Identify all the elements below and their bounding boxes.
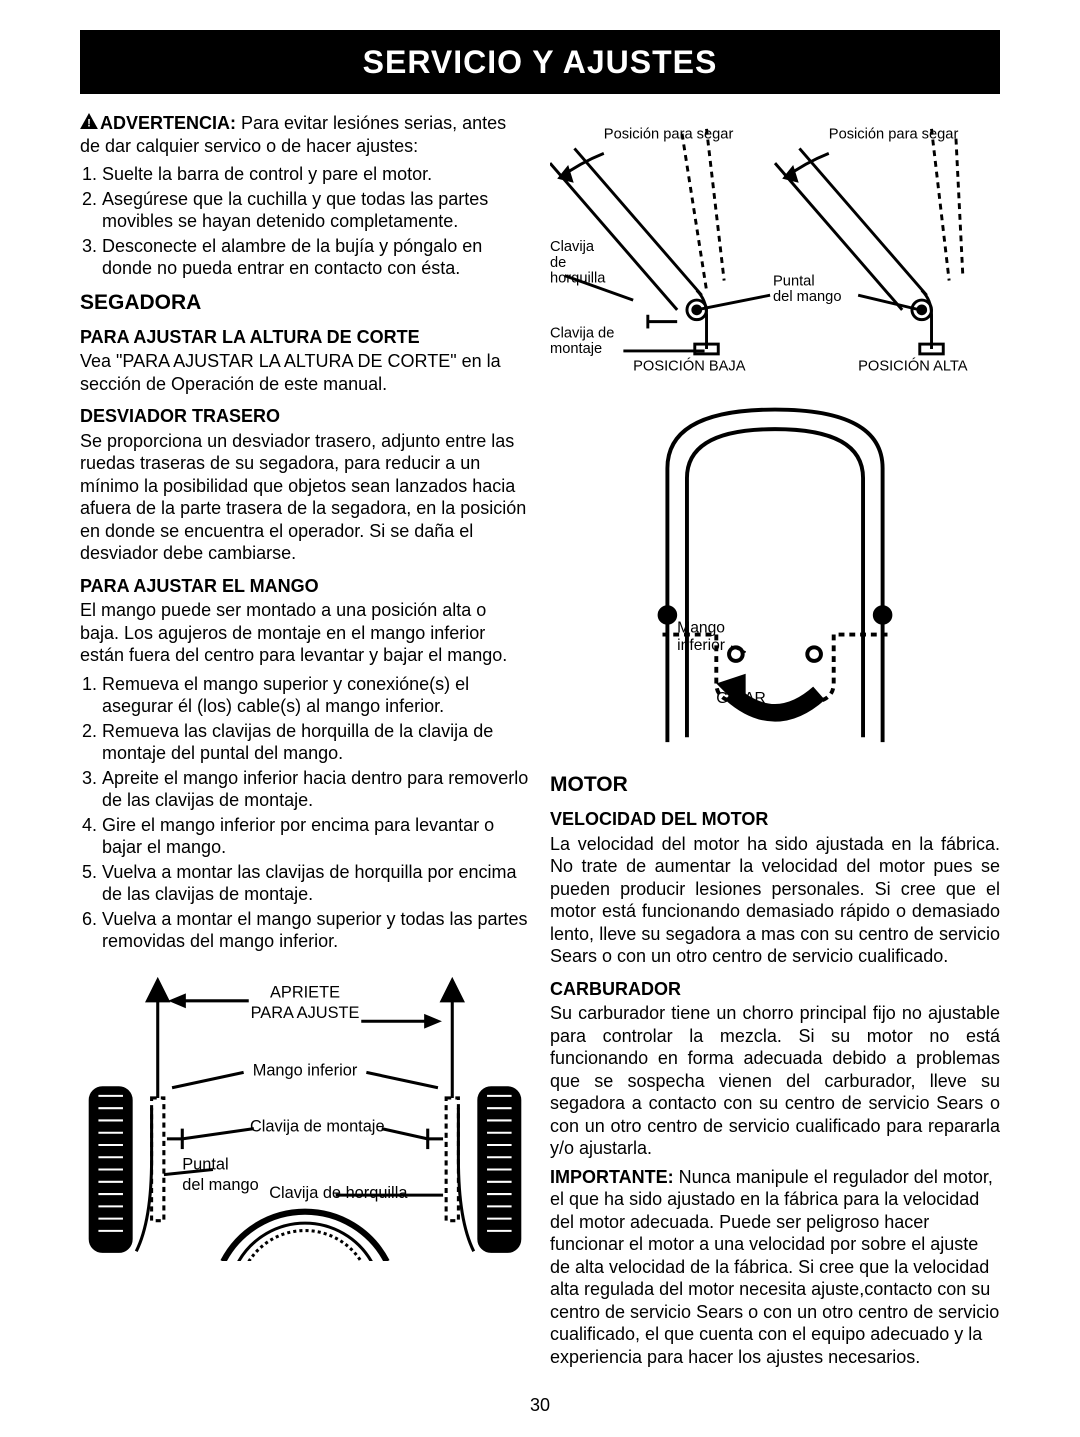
list-item: Vuelva a montar el mango superior y toda… — [102, 908, 530, 953]
desviador-heading: DESVIADOR TRASERO — [80, 405, 530, 428]
mango-heading: PARA AJUSTAR EL MANGO — [80, 575, 530, 598]
list-item: Desconecte el alambre de la bujía y póng… — [102, 235, 530, 280]
mango-intro: El mango puede ser montado a una posició… — [80, 599, 530, 667]
list-item: Vuelva a montar las clavijas de horquill… — [102, 861, 530, 906]
motor-heading: MOTOR — [550, 772, 1000, 798]
desviador-text: Se proporciona un desviador trasero, adj… — [80, 430, 530, 565]
fig-label-puntal: Puntal — [182, 1155, 228, 1173]
list-item: Suelte la barra de control y pare el mot… — [102, 163, 530, 186]
altura-text: Vea "PARA AJUSTAR LA ALTURA DE CORTE" en… — [80, 350, 530, 395]
list-item: Asegúrese que la cuchilla y que todas la… — [102, 188, 530, 233]
altura-heading: PARA AJUSTAR LA ALTURA DE CORTE — [80, 326, 530, 349]
figure-handle-positions: Posición para segar Posición para segar … — [550, 124, 1000, 378]
warning-label: ADVERTENCIA: — [100, 113, 236, 133]
fig-label-del-mango: del mango — [182, 1176, 258, 1194]
title-bar: SERVICIO Y AJUSTES — [80, 30, 1000, 94]
left-column: ! ADVERTENCIA: Para evitar lesiónes seri… — [80, 112, 530, 1374]
content-columns: ! ADVERTENCIA: Para evitar lesiónes seri… — [80, 112, 1000, 1374]
fig-label-clavija-horquilla: Clavija de horquilla — [269, 1184, 408, 1202]
handle-high-icon — [775, 129, 963, 354]
list-item: Remueva el mango superior y conexióne(s)… — [102, 673, 530, 718]
segadora-heading: SEGADORA — [80, 290, 530, 316]
fig-label-posicion-segar-2: Posición para segar — [829, 127, 959, 143]
svg-text:!: ! — [87, 117, 91, 129]
warning-steps: Suelte la barra de control y pare el mot… — [80, 163, 530, 280]
wheel-left-icon — [90, 1087, 131, 1251]
importante-paragraph: IMPORTANTE: Nunca manipule el regulador … — [550, 1166, 1000, 1369]
fig-label-posicion-alta: POSICIÓN ALTA — [858, 358, 968, 375]
svg-text:Clavijadehorquilla: Clavijadehorquilla — [550, 239, 606, 286]
carburador-text: Su carburador tiene un chorro principal … — [550, 1002, 1000, 1160]
warning-triangle-icon: ! — [80, 112, 98, 135]
importante-text: Nunca manipule el regulador del motor, e… — [550, 1167, 999, 1367]
fig-label-apriete: APRIETE — [270, 983, 340, 1001]
list-item: Gire el mango inferior por encima para l… — [102, 814, 530, 859]
mango-steps: Remueva el mango superior y conexióne(s)… — [80, 673, 530, 953]
svg-text:Mangoinferior: Mangoinferior — [677, 620, 725, 655]
velocidad-text: La velocidad del motor ha sido ajustada … — [550, 833, 1000, 968]
figure-handle-rotate: Mangoinferior GIRAR — [550, 390, 1000, 762]
list-item: Remueva las clavijas de horquilla de la … — [102, 720, 530, 765]
warning-paragraph: ! ADVERTENCIA: Para evitar lesiónes seri… — [80, 112, 530, 157]
figure-mower-top: APRIETE PARA AJUSTE Mango inferior Clavi… — [80, 965, 530, 1262]
fig-label-posicion-baja: POSICIÓN BAJA — [633, 358, 746, 375]
fig-label-mango-inferior: Mango inferior — [253, 1061, 358, 1079]
importante-label: IMPORTANTE: — [550, 1167, 674, 1187]
page-number: 30 — [80, 1394, 1000, 1417]
carburador-heading: CARBURADOR — [550, 978, 1000, 1001]
wheel-right-icon — [479, 1087, 520, 1251]
svg-text:Clavija demontaje: Clavija demontaje — [550, 325, 614, 357]
velocidad-heading: VELOCIDAD DEL MOTOR — [550, 808, 1000, 831]
fig-label-clavija-montaje: Clavija de montaje — [250, 1117, 385, 1135]
fig-label-girar: GIRAR — [716, 690, 766, 707]
fig-label-para-ajuste: PARA AJUSTE — [251, 1004, 360, 1022]
list-item: Apreite el mango inferior hacia dentro p… — [102, 767, 530, 812]
svg-text:Puntaldel mango: Puntaldel mango — [773, 273, 841, 305]
right-column: Posición para segar Posición para segar … — [550, 112, 1000, 1374]
fig-label-posicion-segar-1: Posición para segar — [604, 127, 734, 143]
